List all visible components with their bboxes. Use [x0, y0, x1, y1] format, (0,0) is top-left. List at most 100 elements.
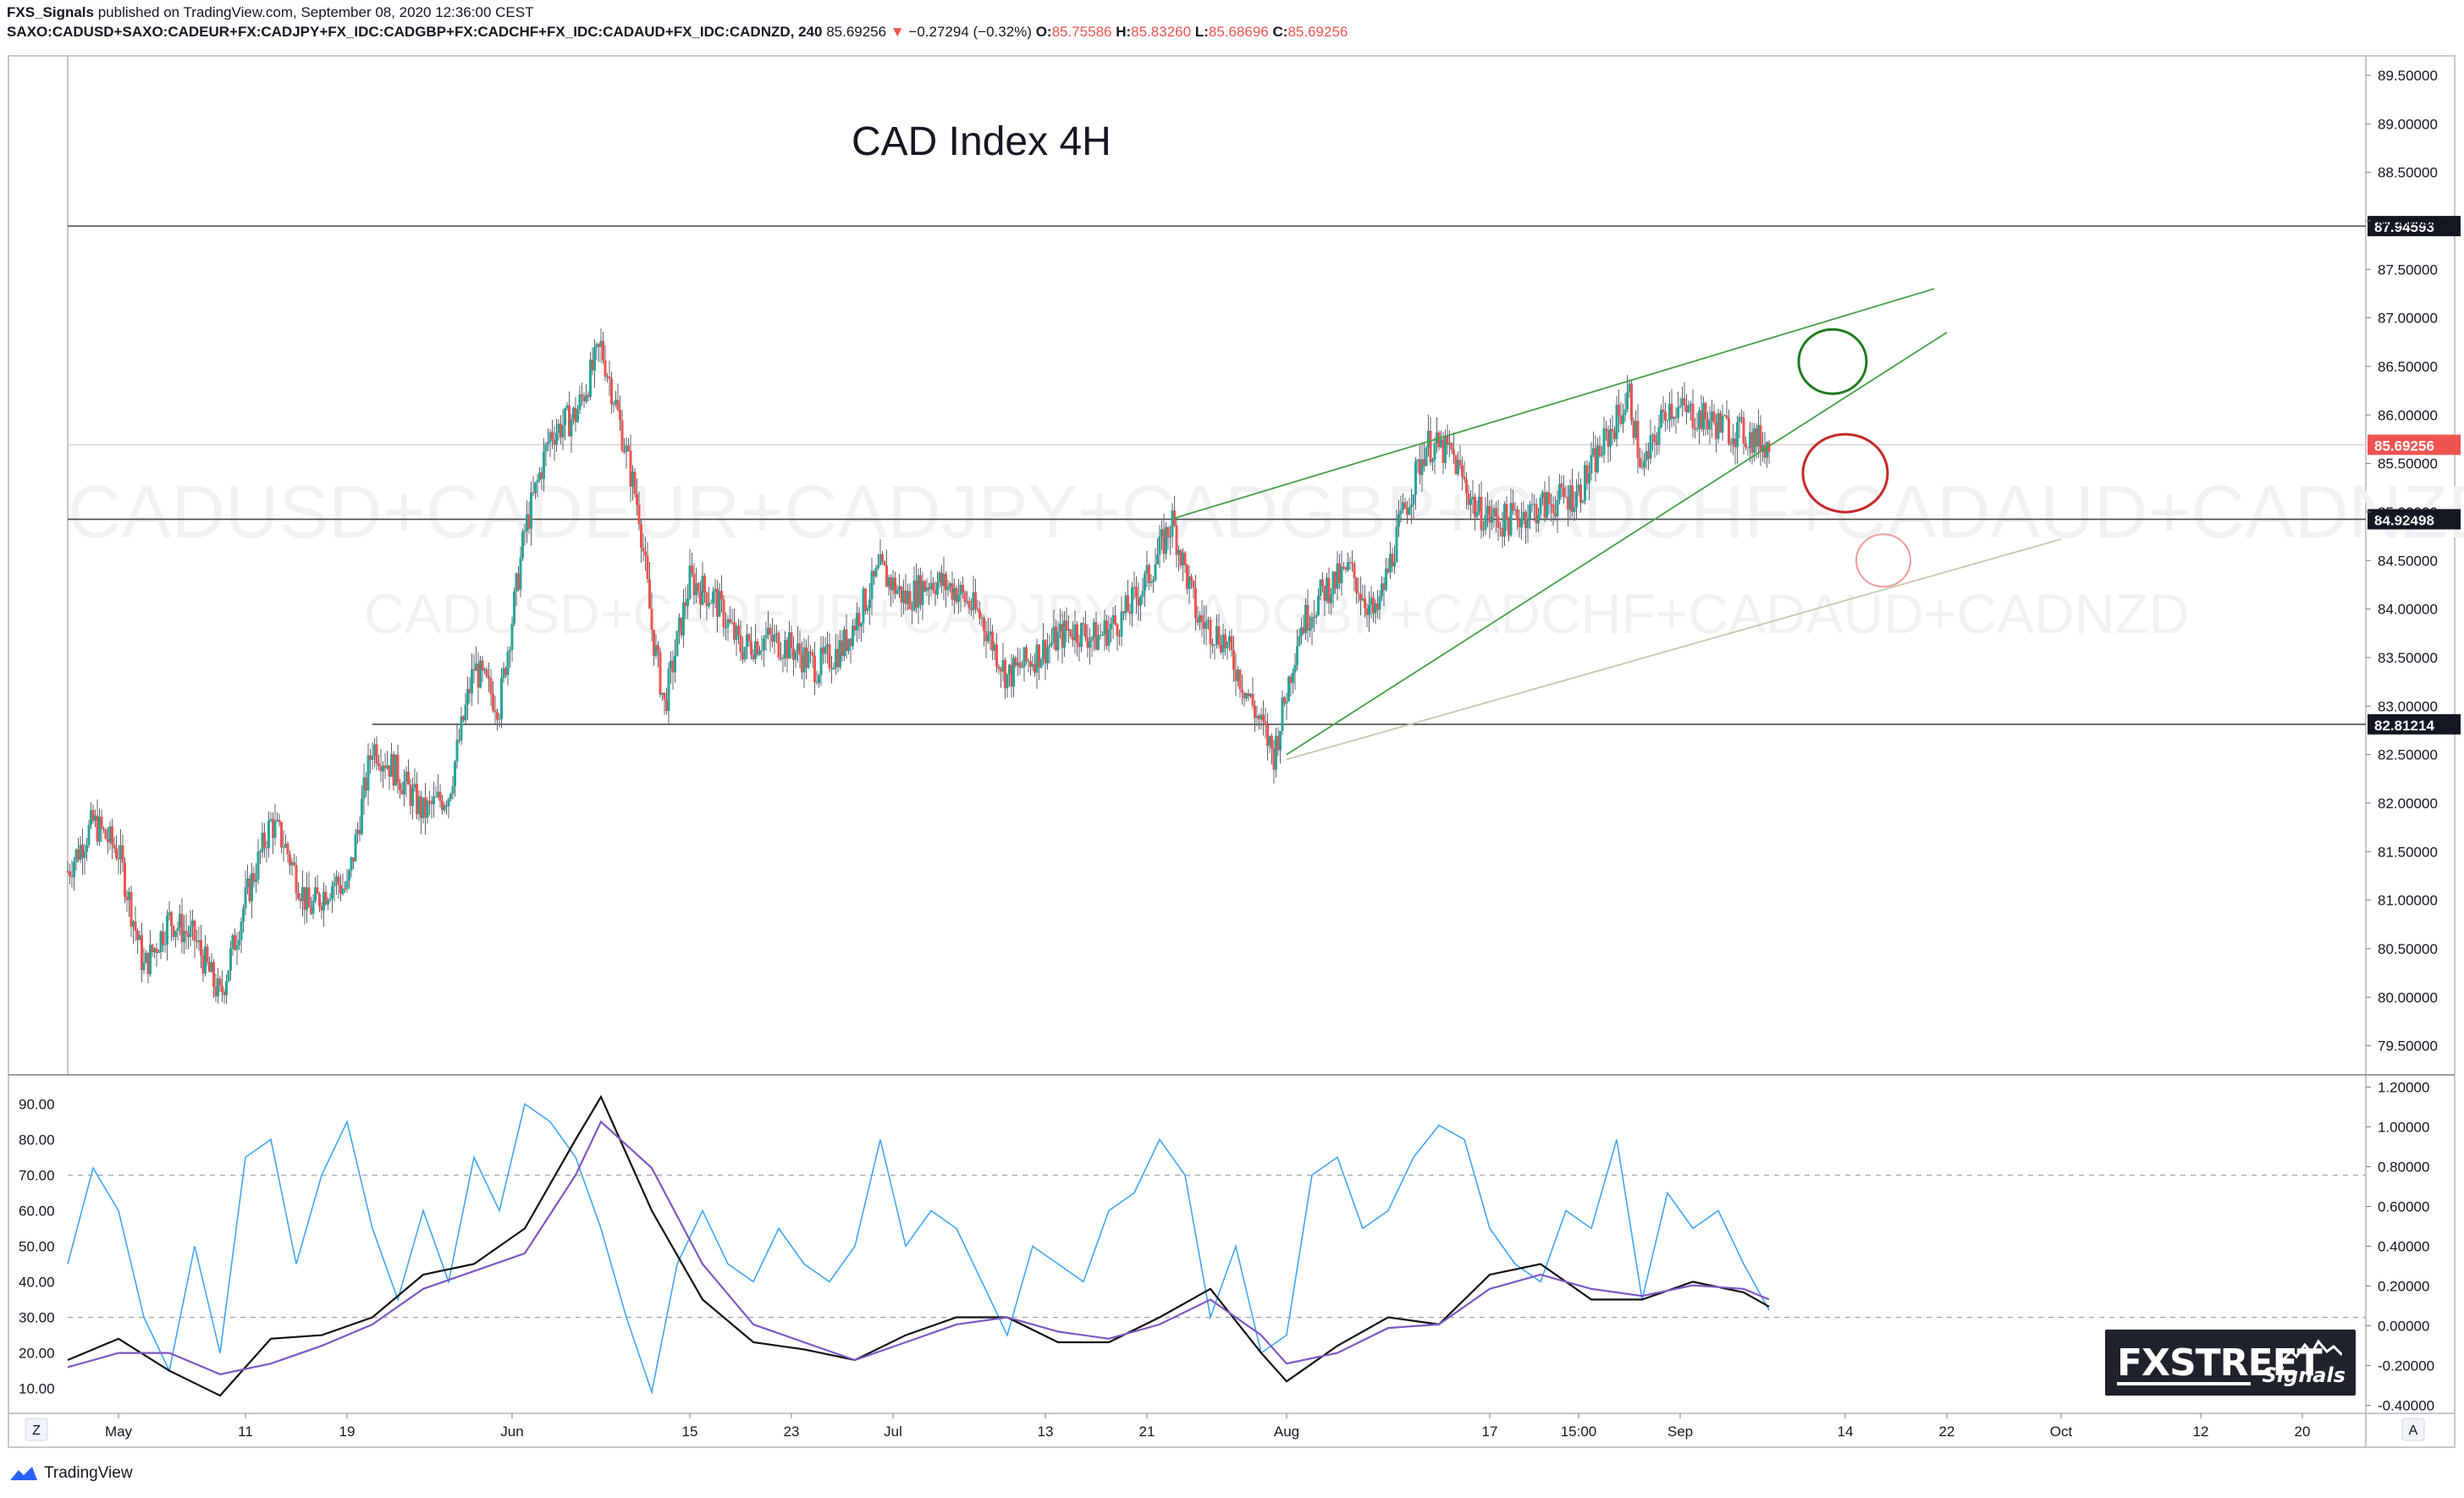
oscillator-left-tick: 50.00	[19, 1239, 55, 1255]
candle-down	[1200, 614, 1204, 622]
candle-down	[1372, 598, 1375, 614]
price-axis[interactable]: 89.50000 89.00000 88.50000 88.00000 87.50000…	[2366, 68, 2438, 1055]
candle-down	[1403, 502, 1407, 509]
candle-up	[1309, 627, 1311, 631]
candle-down	[1342, 566, 1345, 568]
candle-down	[568, 405, 571, 437]
trendlines[interactable]	[1171, 288, 2062, 761]
candle-up	[251, 873, 253, 901]
candle-down	[1499, 527, 1502, 529]
candle-up	[1590, 454, 1593, 474]
candle-down	[680, 617, 683, 636]
candle-down	[1467, 493, 1470, 505]
candle-down	[1501, 527, 1504, 537]
price-tick-label: 82.50000	[2378, 747, 2438, 763]
candle-up	[1484, 515, 1487, 530]
trendline	[1286, 538, 2062, 761]
candle-down	[967, 601, 971, 609]
candle-down	[604, 360, 607, 377]
candle-up	[957, 594, 960, 603]
candle-down	[1162, 529, 1166, 554]
price-tick-label: 83.00000	[2378, 698, 2438, 714]
price-change: −0.27294 (−0.32%)	[908, 24, 1032, 40]
candle-up	[345, 880, 349, 889]
candle-down	[1691, 404, 1695, 428]
candle-up	[276, 819, 278, 821]
candle-up	[1370, 598, 1373, 605]
candle-up	[1154, 564, 1157, 581]
candle-down	[124, 862, 126, 897]
candle-down	[1175, 525, 1178, 555]
candle-down	[383, 765, 387, 768]
candle-up	[631, 471, 634, 487]
candle-down	[1564, 496, 1568, 498]
candle-down	[399, 783, 401, 790]
candle-up	[367, 755, 370, 791]
publisher-name[interactable]: FXS_Signals	[7, 4, 94, 20]
high-label: H:	[1116, 24, 1132, 40]
time-axis[interactable]: May 11 19 Jun 15 23 Jul 13 21 Aug 17 15:00 Sep 14 22 Oc…	[25, 1413, 2425, 1441]
candle-down	[307, 887, 311, 908]
candle-down	[1321, 579, 1324, 587]
candle-up	[1721, 415, 1724, 433]
candle-up	[356, 829, 359, 834]
candle-down	[407, 771, 410, 785]
candle-up	[333, 882, 336, 887]
candle-up	[348, 870, 350, 881]
horizontal-levels[interactable]: 87.94593 85.69256 84.92498 82.81214	[68, 216, 2461, 735]
candle-down	[1742, 417, 1745, 444]
candle-down	[692, 573, 696, 596]
candle-down	[1351, 562, 1353, 564]
candle-down	[1344, 566, 1348, 570]
candle-up	[661, 692, 664, 695]
candle-up	[1141, 591, 1144, 598]
candle-down	[1230, 636, 1233, 651]
candle-down	[984, 631, 988, 642]
candle-up	[1626, 392, 1629, 410]
candle-up	[1402, 502, 1404, 510]
candle-up	[498, 719, 501, 720]
candle-down	[1670, 404, 1673, 419]
candle-down	[1034, 664, 1036, 673]
candle-up	[1677, 407, 1679, 418]
candle-up	[1503, 504, 1506, 537]
candle-down	[489, 678, 493, 695]
candle-down	[811, 652, 814, 656]
candle-down	[1685, 405, 1688, 413]
candle-up	[797, 643, 799, 652]
candle-up	[1103, 620, 1106, 636]
candle-up	[515, 573, 518, 592]
candle-up	[1420, 459, 1424, 476]
candle-down	[928, 587, 930, 590]
candle-down	[91, 810, 95, 821]
candle-up	[157, 952, 160, 954]
candle-up	[235, 945, 239, 950]
tradingview-brand: TradingView	[44, 1464, 133, 1482]
candle-down	[857, 613, 861, 627]
candle-up	[1389, 553, 1392, 573]
tradingview-footer[interactable]: TradingView	[8, 1464, 133, 1483]
candle-up	[1039, 659, 1043, 668]
candle-up	[1199, 614, 1201, 623]
candle-up	[1395, 526, 1398, 563]
candle-up	[191, 920, 194, 927]
candle-down	[955, 587, 958, 603]
candle-down	[70, 875, 74, 878]
candle-up	[708, 603, 710, 607]
candle-up	[1304, 604, 1307, 634]
candle-up	[1761, 444, 1764, 452]
candle-up	[1285, 701, 1288, 704]
candle-up	[350, 857, 353, 871]
candle-down	[822, 647, 824, 654]
candle-down	[1241, 689, 1243, 693]
candle-down	[208, 961, 211, 972]
candle-up	[1581, 500, 1585, 503]
annotation-circles[interactable]	[1797, 328, 1911, 588]
price-level-label: 82.81214	[2374, 718, 2434, 734]
candle-up	[483, 669, 486, 671]
candle-up	[1520, 518, 1523, 528]
candle-up	[760, 650, 763, 652]
candle-up	[775, 633, 778, 635]
candle-up	[386, 765, 389, 768]
